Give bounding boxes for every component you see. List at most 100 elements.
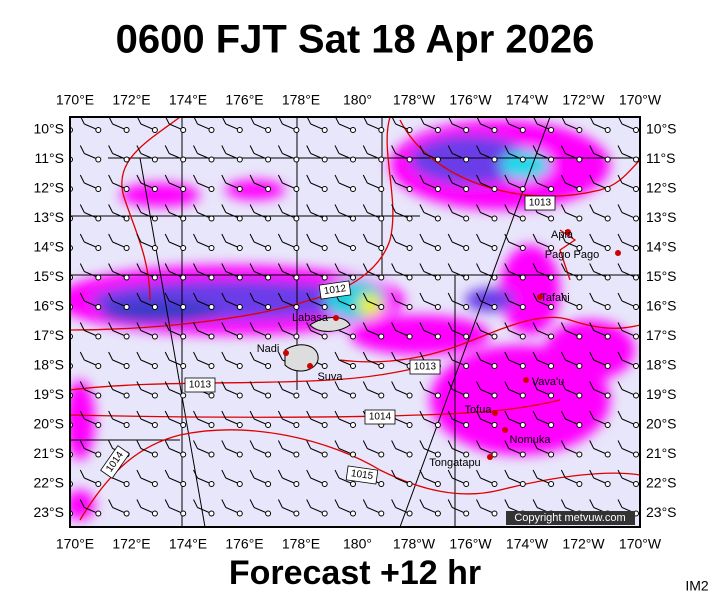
barb-feather (419, 322, 425, 331)
barb-feather (504, 174, 510, 184)
barb-station (293, 451, 300, 458)
barb-station (123, 481, 130, 487)
barb-feather (306, 499, 312, 508)
barb-feather (108, 410, 114, 420)
barb-station (151, 333, 158, 340)
barb-station (519, 481, 526, 487)
barb-feather (532, 322, 538, 331)
barb-feather (334, 381, 340, 390)
isobar-label: 1013 (184, 377, 216, 393)
barb-feather (419, 410, 425, 420)
barb-feather (589, 410, 595, 420)
barb-station (123, 304, 130, 310)
barb-station (434, 510, 441, 517)
barb-feather (221, 204, 227, 213)
latitude-label-right: 14°S (646, 239, 677, 255)
barb-station (208, 451, 215, 458)
barb-feather (504, 233, 510, 243)
place-name: Labasa (292, 312, 329, 324)
latitude-label-right: 22°S (646, 475, 677, 491)
barb-feather (164, 145, 170, 154)
barb-station (491, 510, 498, 517)
barb-feather (108, 263, 114, 272)
barb-feather (362, 263, 368, 272)
barb-feather (136, 292, 142, 302)
barb-feather (476, 440, 481, 449)
barb-feather (277, 499, 283, 508)
barb-station (265, 127, 272, 133)
barb-feather (249, 440, 255, 449)
barb-station (321, 481, 328, 487)
barb-feather (532, 174, 538, 184)
latitude-label-right: 19°S (646, 386, 677, 402)
barb-feather (617, 469, 623, 479)
barb-station (123, 510, 130, 517)
barb-feather (532, 469, 538, 479)
barb-station (350, 510, 356, 517)
barb-station (95, 481, 102, 487)
barb-station (293, 245, 300, 251)
barb-station (151, 510, 158, 517)
barb-station (95, 127, 102, 133)
barb-station (633, 451, 639, 458)
longitude-label-top: 178°E (282, 92, 320, 108)
barb-feather (221, 469, 227, 479)
barb-station (434, 481, 441, 487)
longitude-label-bottom: 176°E (225, 536, 263, 552)
corner-label: IM2 (685, 578, 709, 594)
barb-station (350, 245, 356, 251)
barb-station (180, 392, 187, 399)
barb-station (519, 363, 526, 369)
barb-station (633, 245, 639, 251)
barb-feather (277, 351, 283, 361)
longitude-label-bottom: 170°E (56, 536, 94, 552)
barb-feather (306, 469, 312, 479)
barb-feather (334, 145, 340, 154)
barb-station (491, 215, 498, 222)
latitude-label-left: 21°S (33, 445, 64, 461)
barb-station (293, 333, 300, 340)
barb-feather (447, 410, 453, 420)
barb-station (208, 481, 215, 487)
barb-feather (362, 381, 368, 390)
longitude-label-bottom: 170°W (619, 536, 662, 552)
barb-feather (136, 381, 142, 390)
barb-station (180, 510, 187, 517)
barb-feather (306, 145, 312, 154)
barb-station (491, 481, 498, 487)
barb-station (463, 274, 470, 281)
barb-feather (79, 174, 85, 184)
barb-station (434, 392, 441, 399)
latitude-label-right: 17°S (646, 327, 677, 343)
coastlines (283, 229, 621, 460)
barb-station (151, 422, 158, 428)
barb-station (576, 245, 583, 251)
longitude-label-bottom: 180° (343, 536, 372, 552)
barb-feather (419, 233, 425, 243)
barb-feather (277, 410, 283, 420)
barb-station (576, 156, 583, 163)
isobar-label: 1013 (409, 359, 441, 375)
barb-station (576, 451, 583, 458)
barb-feather (504, 499, 510, 508)
barb-feather (221, 174, 227, 184)
barb-station (378, 156, 385, 163)
barb-feather (447, 469, 453, 479)
barb-station (491, 392, 498, 399)
barb-feather (419, 263, 425, 272)
barb-station (633, 127, 639, 133)
barb-feather (504, 292, 510, 302)
isobar-label: 1015 (345, 465, 379, 485)
barb-station (321, 363, 328, 369)
barb-station (633, 274, 639, 281)
barb-station (434, 451, 441, 458)
barb-feather (277, 292, 283, 302)
barb-station (463, 245, 470, 251)
barb-station (406, 481, 413, 487)
barb-feather (221, 322, 227, 331)
barb-station (576, 333, 583, 340)
barb-station (519, 392, 526, 399)
barb-feather (221, 381, 227, 390)
barb-feather (532, 233, 538, 243)
